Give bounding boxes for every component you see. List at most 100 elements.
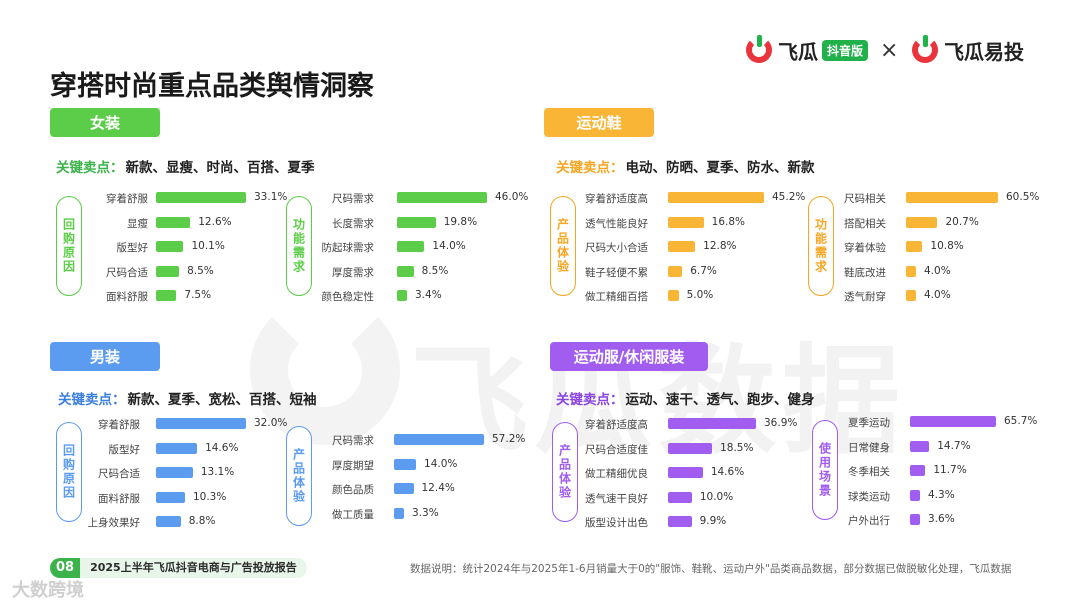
bar [668,241,696,252]
douyin-badge: 抖音版 [822,39,869,61]
bar [397,241,425,252]
key-label: 关键卖点： [58,392,126,408]
key-label: 关键卖点： [56,160,124,176]
group-label-pill: 回购原因 [56,196,82,296]
category-label: 透气性能良好 [585,217,648,230]
category-label: 面料舒服 [98,492,140,505]
report-title: 2025上半年飞瓜抖音电商与广告投放报告 [80,558,307,578]
bar [668,442,713,454]
category-label: 颜色品质 [332,484,374,496]
bar [910,416,996,427]
category-label: 鞋底改进 [844,266,886,279]
value-label: 3.4% [415,289,442,301]
value-label: 10.3% [192,490,227,503]
category-label: 搭配相关 [844,217,886,230]
value-label: 14.6% [710,466,745,478]
value-label: 8.5% [421,264,449,277]
bar [156,491,185,503]
section-header-sneakers: 运动鞋 [544,108,654,137]
value-label: 12.4% [421,482,455,494]
bar [397,265,414,277]
category-label: 穿着舒适度高 [585,193,648,205]
key-points-sportswear: 关键卖点： 运动、速干、透气、跑步、健身 [556,388,815,408]
category-label: 透气速干良好 [585,492,648,505]
key-points-menswear: 关键卖点： 新款、夏季、宽松、百搭、短袖 [58,388,317,408]
bar [906,265,916,277]
cross-icon: × [880,38,899,63]
brand1-text: 飞瓜 [778,39,818,64]
bar [394,507,404,519]
category-label: 厚度需求 [332,266,374,279]
bar [394,458,417,470]
bar [910,440,930,452]
value-label: 45.2% [772,191,806,203]
value-label: 8.5% [187,264,214,277]
key-points-text: 电动、防晒、夏季、防水、新款 [625,160,815,176]
value-label: 46.0% [495,191,529,203]
bar [906,241,923,252]
value-label: 5.0% [686,289,714,301]
category-label: 做工质量 [332,508,374,521]
key-points-womenswear: 关键卖点： 新款、显瘦、时尚、百搭、夏季 [56,156,315,176]
group-label-pill: 功能需求 [286,196,312,296]
key-points-sneakers: 关键卖点： 电动、防晒、夏季、防水、新款 [556,156,815,176]
page-title: 穿搭时尚重点品类舆情洞察 [50,71,374,102]
category-label: 夏季运动 [848,417,890,429]
value-label: 14.0% [432,240,466,252]
group-label: 产品体验 [557,444,572,500]
category-label: 冬季相关 [848,466,890,478]
group-label: 功能需求 [291,218,306,274]
key-label: 关键卖点： [556,160,624,176]
bar [906,290,916,301]
category-label: 尺码合适 [106,266,148,279]
value-label: 20.7% [945,215,979,228]
category-label: 尺码大小合适 [585,242,648,254]
group-label: 产品体验 [291,447,306,504]
category-label: 穿着体验 [844,242,886,254]
category-label: 尺码合适 [98,468,140,480]
bar [397,192,487,203]
page-number: 08 [50,558,81,578]
key-points-text: 新款、显瘦、时尚、百搭、夏季 [125,160,315,176]
bar [910,465,926,476]
bar [910,514,920,525]
group-label-pill: 功能需求 [808,196,834,296]
bar [906,192,998,203]
group-label: 回购原因 [61,444,76,500]
value-label: 18.5% [720,441,754,454]
group-label: 功能需求 [813,218,828,274]
bar [156,516,181,527]
value-label: 11.7% [933,464,967,476]
bar [668,418,756,429]
category-label: 版型好 [116,242,149,254]
value-label: 60.5% [1006,191,1040,203]
section-header-sportswear: 运动服/休闲服装 [550,342,708,371]
value-label: 7.5% [184,289,212,301]
category-label: 鞋子轻便不累 [585,266,648,279]
value-label: 4.3% [928,488,955,501]
category-label: 做工精细优良 [585,468,648,480]
category-label: 上身效果好 [87,517,141,529]
bar [910,489,920,501]
value-label: 14.0% [424,457,458,470]
bar [156,216,191,228]
value-label: 12.8% [703,240,737,252]
group-label: 回购原因 [61,218,76,274]
category-label: 显瘦 [127,217,148,230]
category-label: 尺码需求 [332,435,374,447]
value-label: 8.8% [188,515,216,527]
category-label: 防起球需求 [321,242,375,254]
bar [156,442,198,454]
bar [668,290,679,301]
key-points-text: 新款、夏季、宽松、百搭、短袖 [127,392,317,408]
feigua-yitou-logo-icon [912,35,938,63]
bar [156,290,177,301]
category-label: 穿着舒服 [106,193,148,205]
bar [668,265,683,277]
category-label: 版型设计出色 [585,517,648,529]
corner-watermark: 大数跨境 [12,580,84,601]
footer-badge: 08 2025上半年飞瓜抖音电商与广告投放报告 [50,558,307,578]
bar [156,418,246,429]
value-label: 14.6% [205,441,239,454]
bar [397,290,407,301]
